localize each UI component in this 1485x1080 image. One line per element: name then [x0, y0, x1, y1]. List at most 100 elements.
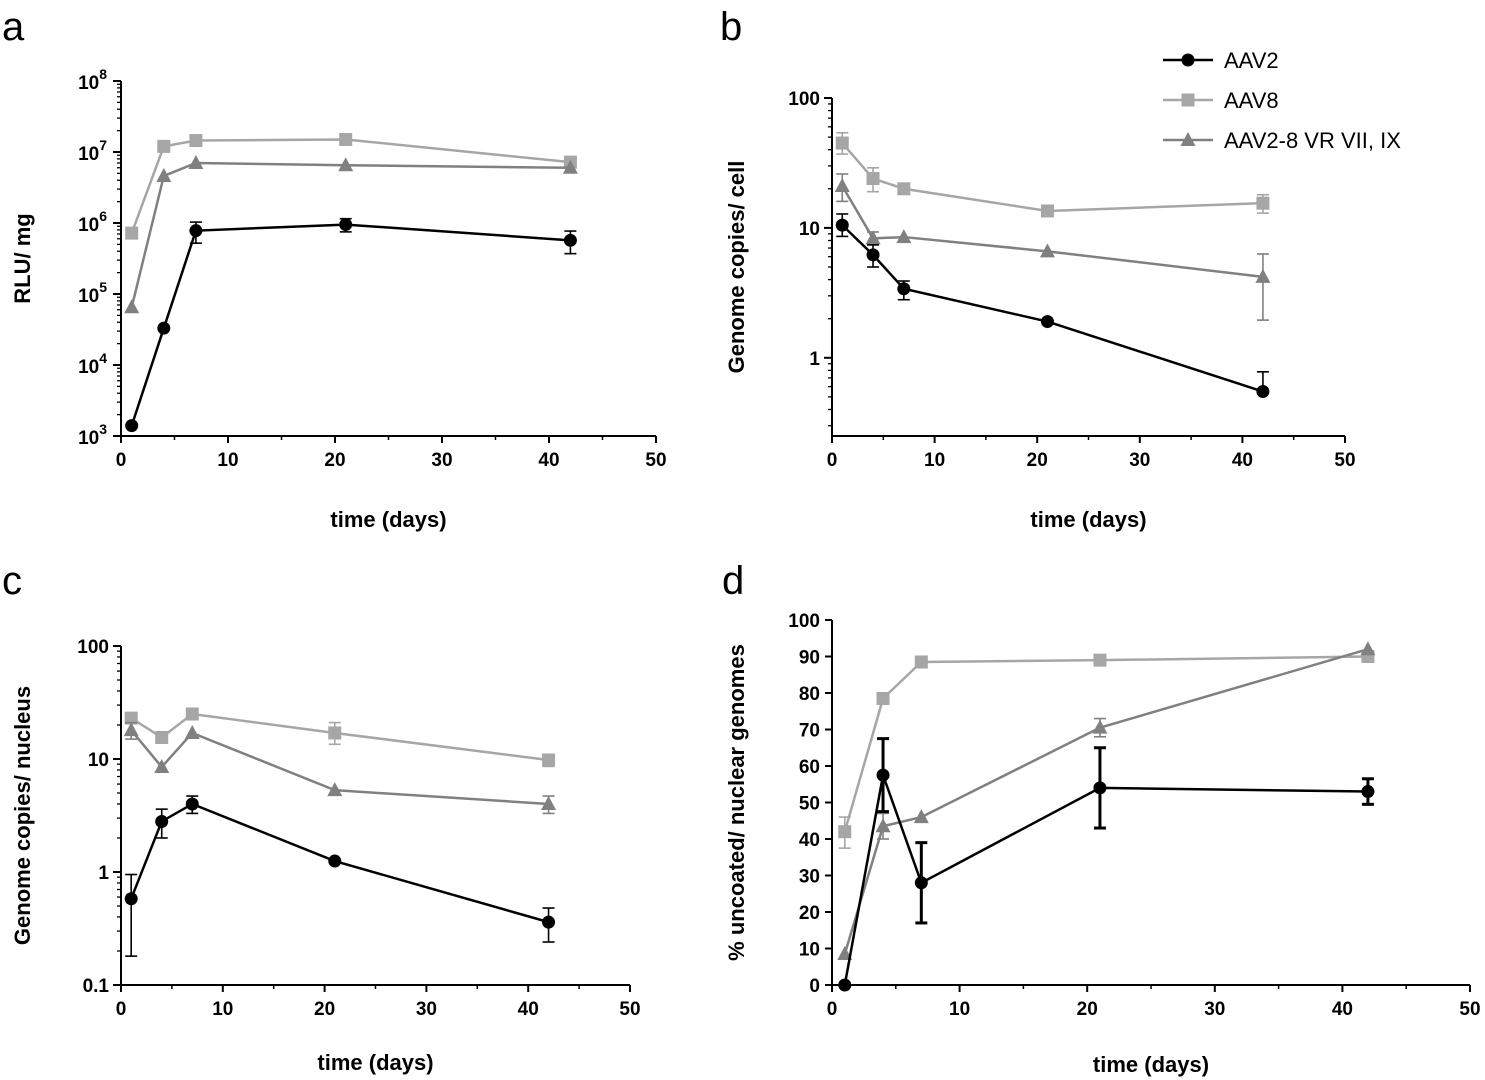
- x-axis-title: time (days): [1093, 1052, 1209, 1077]
- series-triangle: [123, 721, 557, 815]
- series-circle: [124, 795, 556, 957]
- x-tick-label: 30: [416, 999, 437, 1020]
- data-point: [896, 229, 912, 244]
- x-axis-title: time (days): [1030, 507, 1146, 532]
- y-tick-label: 10: [799, 940, 820, 961]
- legend-marker: [1181, 53, 1195, 67]
- data-point: [1040, 204, 1054, 218]
- x-tick-label: 40: [518, 999, 539, 1020]
- data-point: [1256, 385, 1270, 399]
- series-square: [124, 707, 556, 768]
- x-tick-label: 50: [1459, 999, 1480, 1020]
- x-tick-label: 30: [431, 450, 452, 471]
- x-axis-title: time (days): [317, 1050, 433, 1075]
- y-axis-title: RLU/ mg: [10, 213, 35, 303]
- series-line: [130, 223, 571, 427]
- data-point: [835, 218, 849, 232]
- data-point: [328, 726, 342, 740]
- data-point: [123, 722, 139, 737]
- y-tick-label: 100: [788, 89, 820, 110]
- x-tick-label: 0: [827, 999, 838, 1020]
- x-tick-label: 0: [116, 450, 127, 471]
- legend-label: AAV8: [1224, 88, 1279, 113]
- y-tick-label: 10: [88, 750, 109, 771]
- data-point: [865, 230, 881, 245]
- data-point: [184, 724, 200, 739]
- x-tick-label: 50: [1334, 450, 1355, 471]
- panel-letter-d: d: [722, 559, 744, 603]
- data-point: [124, 299, 140, 314]
- data-point: [189, 134, 203, 148]
- x-tick-label: 20: [314, 999, 335, 1020]
- data-point: [838, 825, 852, 839]
- y-tick-label: 0.1: [83, 976, 110, 997]
- x-tick-label: 20: [1027, 450, 1048, 471]
- y-tick-label: 60: [799, 757, 820, 778]
- x-tick-label: 20: [324, 450, 345, 471]
- data-point: [339, 132, 353, 146]
- data-point: [339, 218, 353, 232]
- y-tick-label: 50: [799, 794, 820, 815]
- series-triangle: [834, 173, 1271, 321]
- y-tick-label: 103: [78, 421, 107, 449]
- data-point: [1039, 243, 1055, 258]
- data-point: [338, 157, 354, 172]
- data-point: [897, 282, 911, 296]
- series-line: [843, 655, 1368, 833]
- panel-a: a 0 10 20 30 40 50 103 104 105 106 107 108 time (day…: [2, 5, 667, 532]
- legend: AAV2 AAV8 AAV2-8 VR VII, IX: [1163, 48, 1401, 153]
- data-point: [838, 978, 852, 992]
- series-triangle: [837, 641, 1376, 960]
- series-square: [835, 131, 1270, 218]
- y-tick-label: 108: [78, 66, 107, 94]
- legend-label: AAV2-8 VR VII, IX: [1224, 128, 1401, 153]
- panel-letter-b: b: [720, 5, 742, 49]
- x-tick-label: 0: [827, 450, 838, 471]
- y-tick-label: 10: [799, 219, 820, 240]
- x-tick-label: 40: [538, 450, 559, 471]
- data-point: [124, 711, 138, 725]
- y-tick-label: 1: [809, 349, 820, 370]
- legend-marker: [1180, 132, 1196, 146]
- panel-letter-a: a: [2, 5, 25, 49]
- x-tick-label: 50: [645, 450, 666, 471]
- data-point: [185, 797, 199, 811]
- y-tick-label: 104: [78, 350, 107, 378]
- x-tick-label: 10: [924, 450, 945, 471]
- data-point: [542, 753, 556, 767]
- y-tick-label: 0: [809, 976, 820, 997]
- data-point: [542, 915, 556, 929]
- y-tick-label: 100: [788, 611, 820, 632]
- data-point: [328, 854, 342, 868]
- data-point: [914, 876, 928, 890]
- data-point: [876, 768, 890, 782]
- y-tick-label: 100: [77, 637, 109, 658]
- x-tick-label: 40: [1232, 450, 1253, 471]
- data-point: [562, 159, 578, 174]
- data-point: [1360, 641, 1376, 656]
- x-tick-label: 10: [212, 999, 233, 1020]
- y-axis-title: Genome copies/ nucleus: [10, 686, 35, 945]
- y-tick-label: 1: [98, 863, 109, 884]
- data-point: [866, 172, 880, 186]
- legend-label: AAV2: [1224, 48, 1279, 73]
- y-axis-title: Genome copies/ cell: [724, 161, 749, 374]
- y-tick-label: 20: [799, 903, 820, 924]
- legend-marker: [1181, 93, 1195, 107]
- data-point: [1092, 719, 1108, 734]
- data-point: [1255, 268, 1271, 283]
- data-point: [1093, 653, 1107, 667]
- data-point: [155, 730, 169, 744]
- data-point: [157, 139, 171, 153]
- series-square: [838, 650, 1375, 849]
- data-point: [156, 167, 172, 182]
- y-tick-label: 107: [78, 137, 107, 165]
- data-point: [834, 178, 850, 193]
- series-triangle: [124, 154, 578, 314]
- data-point: [1256, 196, 1270, 210]
- y-tick-label: 106: [78, 208, 107, 236]
- y-tick-label: 90: [799, 648, 820, 669]
- x-tick-label: 10: [217, 450, 238, 471]
- x-tick-label: 30: [1204, 999, 1225, 1020]
